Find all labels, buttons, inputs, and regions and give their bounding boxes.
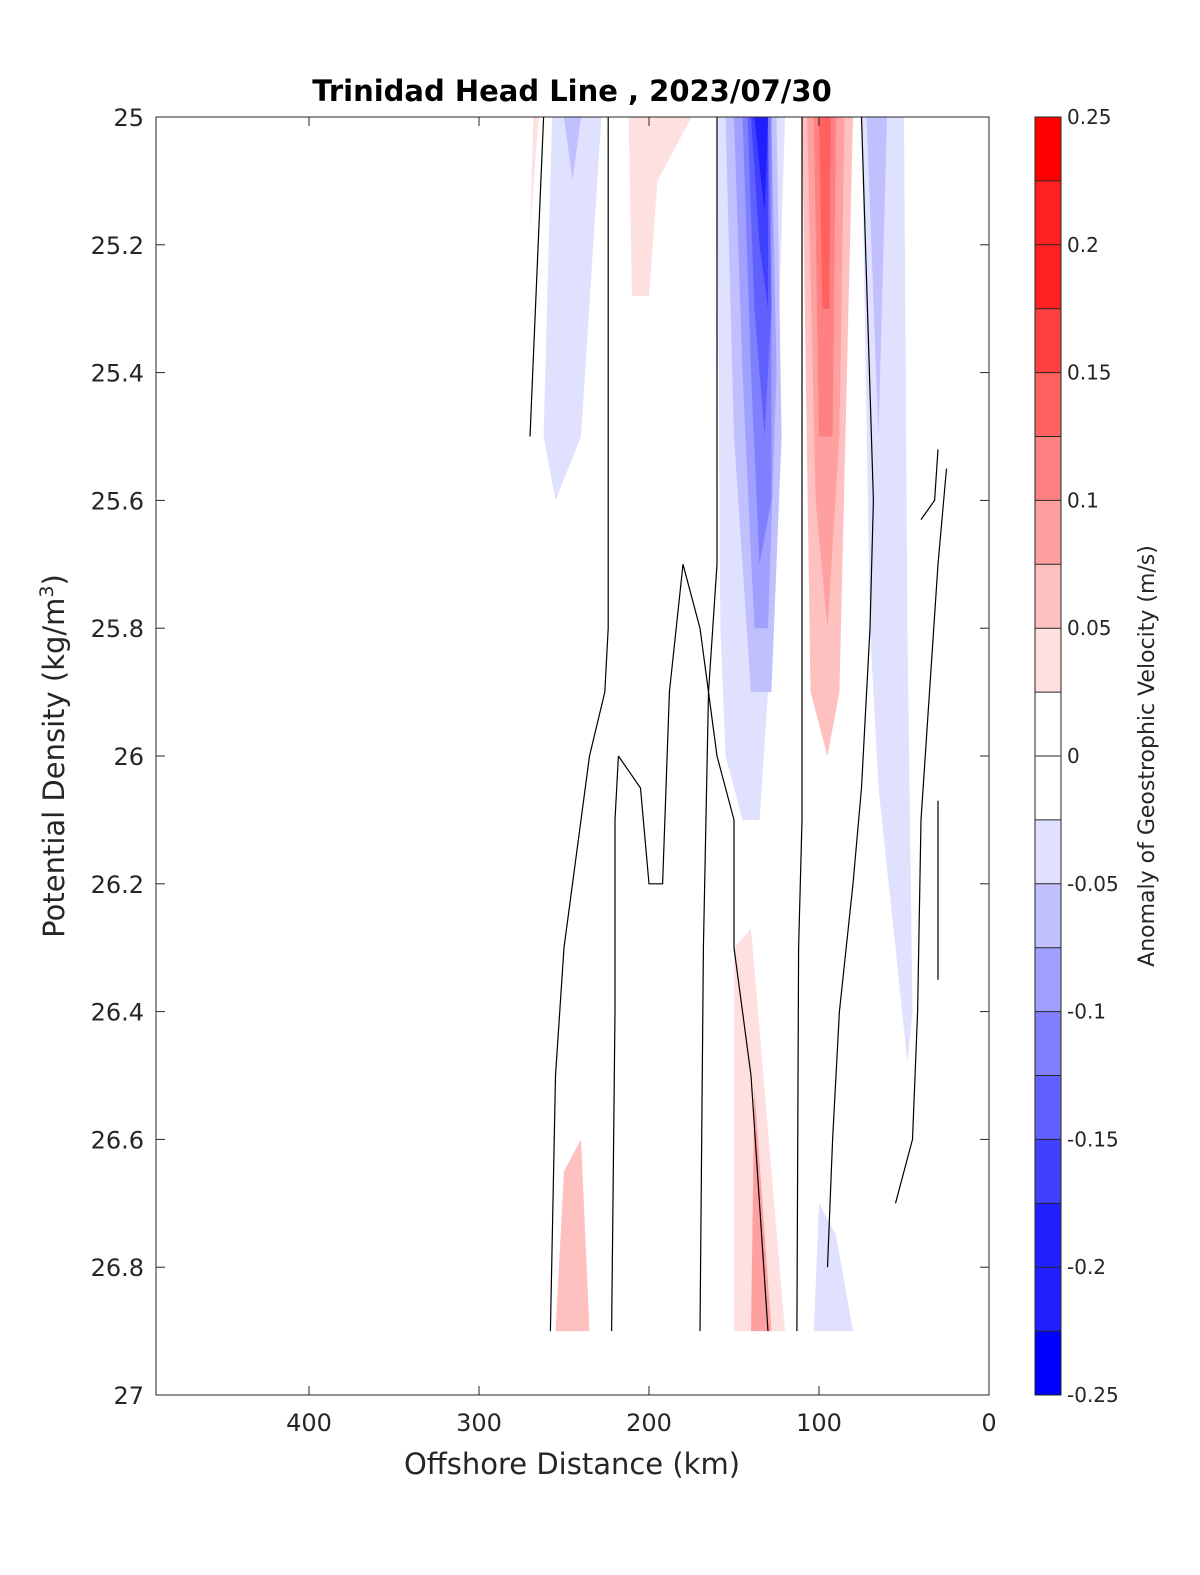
colorbar-swatch-12 — [1035, 947, 1061, 1012]
contour-region-16 — [866, 117, 887, 437]
colorbar-swatch-14 — [1035, 1075, 1061, 1140]
zero-contour-2 — [611, 755, 619, 1332]
contour-region-0 — [543, 117, 602, 501]
colorbar-tick-label-7: -0.1 — [1067, 1000, 1106, 1024]
contour-region-19 — [555, 1139, 590, 1332]
colorbar-tick-label-4: 0.05 — [1067, 616, 1112, 640]
colorbar-tick-label-1: 0.2 — [1067, 233, 1099, 257]
contour-region-15 — [861, 117, 913, 1063]
colorbar-swatch-10 — [1035, 819, 1061, 884]
y-tick-labels: 25 25.2 25.4 25.6 25.8 26 26.2 26.4 26.6 26.8 27 — [91, 104, 144, 1410]
colorbar-tick-label-3: 0.1 — [1067, 488, 1099, 512]
colorbar-swatch-8 — [1035, 692, 1061, 756]
zero-contour-0 — [529, 117, 545, 437]
y-axis-label-superscript: 3 — [36, 585, 58, 597]
colorbar-tick-label-8: -0.15 — [1067, 1127, 1119, 1151]
colorbar-label: Anomaly of Geostrophic Velocity (m/s) — [1135, 545, 1160, 967]
contour-region-1 — [564, 117, 581, 181]
zero-contour-1 — [549, 117, 609, 1332]
colorbar-tick-label-2: 0.15 — [1067, 361, 1112, 385]
contour-fills — [530, 117, 925, 1332]
chart-title: Trinidad Head Line , 2023/07/30 — [312, 74, 832, 108]
y-tick-label-3: 25.6 — [91, 487, 144, 515]
colorbar-swatch-15 — [1035, 1139, 1061, 1204]
y-tick-label-4: 25.8 — [91, 615, 144, 643]
contour-region-10 — [754, 117, 768, 213]
y-tick-label-6: 26.2 — [91, 871, 144, 899]
zero-contour-3 — [617, 564, 769, 1332]
colorbar-swatch-11 — [1035, 883, 1061, 948]
colorbar-tick-label-5: 0 — [1067, 744, 1080, 768]
zero-contour-lines — [529, 117, 948, 1332]
plot-frame — [155, 116, 990, 1396]
zero-contour-4 — [699, 117, 718, 1332]
zero-contour-9 — [920, 449, 939, 520]
colorbar-ticks: 0.25 0.2 0.15 0.1 0.05 0 -0.05 -0.1 -0.15 -0.2 -0.… — [1035, 105, 1119, 1407]
colorbar-swatch-4 — [1035, 436, 1061, 501]
zero-contour-7 — [894, 468, 948, 1204]
colorbar-tick-label-6: -0.05 — [1067, 872, 1119, 896]
contour-region-14 — [819, 117, 831, 309]
colorbar-swatch-17 — [1035, 1331, 1061, 1395]
colorbar-swatch-0 — [1035, 117, 1061, 181]
colorbar-swatch-6 — [1035, 564, 1061, 629]
x-axis-label: Offshore Distance (km) — [404, 1447, 740, 1481]
contour-region-2 — [628, 117, 692, 296]
colorbar-swatch-2 — [1035, 308, 1061, 373]
colorbar-swatch-13 — [1035, 1011, 1061, 1076]
colorbar-swatch-3 — [1035, 372, 1061, 437]
y-tick-label-0: 25 — [113, 104, 144, 132]
x-tick-labels: 400 300 200 100 0 — [286, 1409, 997, 1437]
contour-region-3 — [530, 117, 539, 232]
zero-contour-5 — [796, 117, 803, 1332]
colorbar: 0.25 0.2 0.15 0.1 0.05 0 -0.05 -0.1 -0.15 -0.2 -0.… — [1034, 105, 1160, 1407]
y-axis-label-end: ) — [37, 574, 71, 585]
x-tick-label-2: 200 — [626, 1409, 672, 1437]
y-tick-label-8: 26.6 — [91, 1126, 144, 1154]
colorbar-tick-label-0: 0.25 — [1067, 105, 1112, 129]
y-tick-label-5: 26 — [113, 743, 144, 771]
x-tick-label-4: 0 — [981, 1409, 996, 1437]
y-tick-label-9: 26.8 — [91, 1254, 144, 1282]
contour-region-20 — [813, 1203, 853, 1332]
y-tick-label-1: 25.2 — [91, 232, 144, 260]
x-tick-label-1: 300 — [456, 1409, 502, 1437]
y-axis-label-text: Potential Density (kg/m — [37, 598, 71, 938]
colorbar-tick-label-9: -0.2 — [1067, 1255, 1106, 1279]
zero-contour-6 — [826, 117, 875, 1268]
contour-region-17 — [734, 928, 785, 1332]
colorbar-swatch-5 — [1035, 500, 1061, 565]
plot-area — [155, 116, 990, 1396]
x-tick-label-0: 400 — [286, 1409, 332, 1437]
colorbar-swatch-9 — [1035, 756, 1061, 820]
y-tick-label-7: 26.4 — [91, 999, 144, 1027]
colorbar-swatch-7 — [1035, 628, 1061, 693]
x-tick-label-3: 100 — [796, 1409, 842, 1437]
y-tick-label-2: 25.4 — [91, 360, 144, 388]
colorbar-tick-label-10: -0.25 — [1067, 1383, 1119, 1407]
y-tick-label-10: 27 — [113, 1382, 144, 1410]
y-axis-label: Potential Density (kg/m3) — [36, 574, 71, 938]
